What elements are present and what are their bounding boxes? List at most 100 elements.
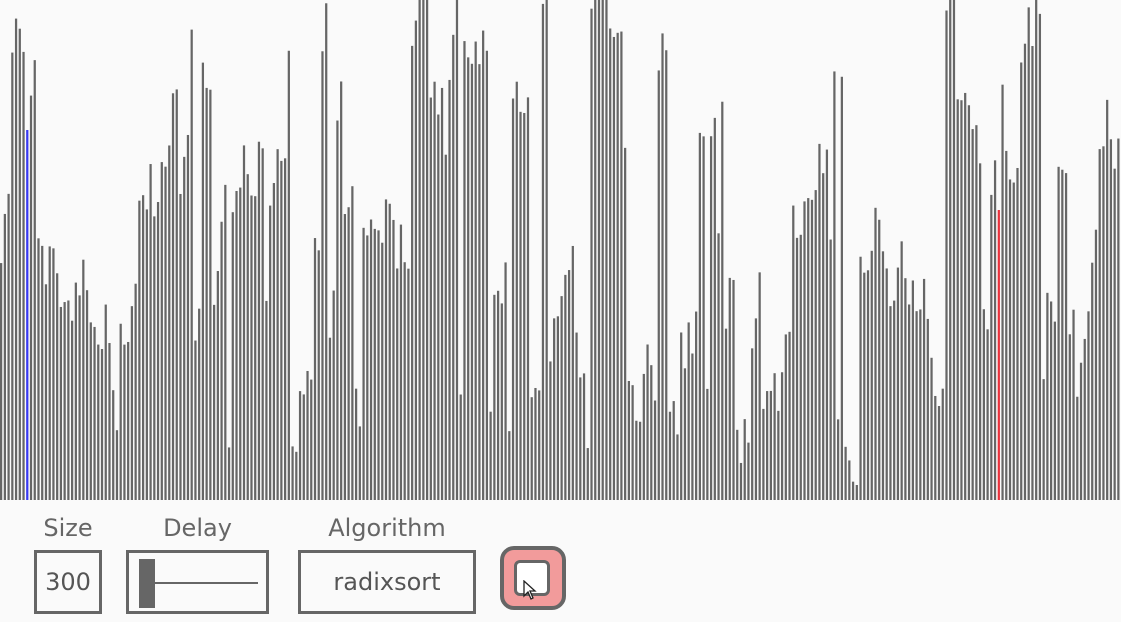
array-bar: [295, 451, 298, 500]
array-bar: [556, 316, 559, 500]
array-bar: [437, 114, 440, 500]
array-bar: [261, 148, 264, 500]
array-bar: [313, 238, 317, 500]
array-bar: [695, 311, 698, 500]
array-bar: [470, 63, 474, 500]
array-bar: [683, 368, 687, 500]
size-value: 300: [45, 568, 91, 596]
array-bar: [302, 394, 305, 500]
array-bar: [1035, 0, 1038, 500]
array-bar: [366, 235, 369, 500]
array-bar: [321, 51, 324, 500]
mouse-pointer-icon: [523, 580, 537, 600]
array-bar: [269, 205, 272, 500]
array-bar: [908, 304, 911, 500]
delay-label: Delay: [163, 514, 232, 542]
array-bar: [291, 446, 294, 500]
array-bar: [127, 341, 130, 500]
array-bar: [885, 268, 888, 500]
array-bar: [795, 237, 799, 500]
array-bar: [1053, 321, 1056, 500]
array-bar: [567, 270, 571, 500]
array-bar: [878, 219, 881, 500]
array-bar: [582, 373, 586, 500]
array-bar: [242, 145, 246, 500]
array-bar: [459, 394, 462, 500]
array-bar: [283, 158, 287, 500]
array-bar: [130, 306, 134, 500]
array-bar: [993, 160, 997, 500]
array-bar: [661, 33, 664, 500]
array-bar: [265, 300, 268, 500]
array-bar: [209, 89, 212, 500]
array-bar: [108, 343, 111, 500]
array-bar: [837, 419, 840, 500]
array-bar: [347, 207, 350, 500]
array-bar: [825, 149, 829, 500]
array-bar: [911, 280, 914, 500]
array-bar: [33, 60, 36, 500]
array-bar: [975, 125, 978, 500]
array-bar: [444, 154, 447, 500]
array-bar: [571, 245, 574, 500]
array-bar: [407, 268, 410, 500]
array-bar: [840, 76, 843, 500]
delay-slider[interactable]: [126, 550, 269, 614]
array-bar: [952, 0, 956, 500]
array-bar: [1061, 169, 1064, 500]
array-bar: [179, 193, 182, 500]
array-bar: [429, 97, 432, 500]
array-bar: [515, 81, 518, 500]
array-bar: [93, 326, 96, 500]
array-bar: [702, 136, 705, 500]
run-toggle-button[interactable]: [500, 546, 566, 610]
array-bar: [1079, 362, 1083, 500]
array-bar: [851, 481, 855, 500]
array-bar: [384, 199, 388, 500]
array-bar: [227, 447, 231, 500]
array-bar: [818, 143, 821, 500]
array-bar: [115, 430, 119, 500]
array-bar: [612, 36, 616, 500]
delay-slider-thumb[interactable]: [138, 559, 155, 608]
array-bar: [160, 162, 163, 500]
array-bar: [590, 8, 593, 500]
control-panel: Size 300 Delay Algorithm radixsort: [0, 500, 1121, 622]
array-bar: [78, 295, 81, 500]
array-bar: [638, 421, 642, 500]
array-bar: [949, 0, 952, 500]
size-input[interactable]: 300: [34, 550, 102, 614]
array-bar: [287, 50, 290, 500]
delay-slider-track[interactable]: [145, 582, 258, 584]
algorithm-select[interactable]: radixsort: [298, 550, 476, 614]
array-bar: [254, 196, 257, 500]
array-bar: [751, 348, 754, 500]
array-bar: [186, 134, 190, 500]
array-bar: [340, 81, 343, 500]
array-bar: [627, 380, 630, 500]
array-bar: [1046, 292, 1049, 500]
array-bar: [422, 0, 425, 500]
array-bar: [736, 429, 739, 500]
array-bar: [37, 238, 40, 500]
array-bar: [1008, 179, 1012, 500]
array-bar: [272, 183, 276, 500]
array-bar: [586, 448, 589, 500]
array-bar: [930, 357, 933, 500]
array-bar: [71, 320, 74, 500]
array-bar: [373, 228, 376, 500]
array-bar: [706, 388, 709, 500]
array-bar: [164, 166, 167, 500]
array-bar: [881, 251, 885, 500]
array-bar: [523, 112, 526, 500]
array-bar: [463, 41, 466, 500]
array-bar: [1106, 99, 1109, 500]
array-bar: [257, 141, 261, 500]
array-bar: [1068, 334, 1071, 500]
array-bar: [212, 304, 216, 500]
array-bar: [141, 195, 145, 500]
size-label: Size: [43, 514, 93, 542]
array-bar: [1031, 46, 1034, 500]
array-bar: [52, 248, 55, 500]
array-bar: [474, 41, 477, 500]
